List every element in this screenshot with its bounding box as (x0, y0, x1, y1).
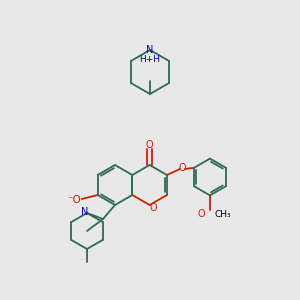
Text: O: O (178, 163, 186, 173)
Text: O: O (146, 140, 154, 150)
Text: O: O (197, 209, 205, 219)
Text: H+H: H+H (140, 55, 160, 64)
Text: CH₃: CH₃ (215, 210, 232, 219)
Text: ⁻O: ⁻O (68, 195, 82, 205)
Text: N: N (146, 45, 154, 55)
Text: O: O (150, 203, 158, 213)
Text: N: N (81, 207, 89, 217)
